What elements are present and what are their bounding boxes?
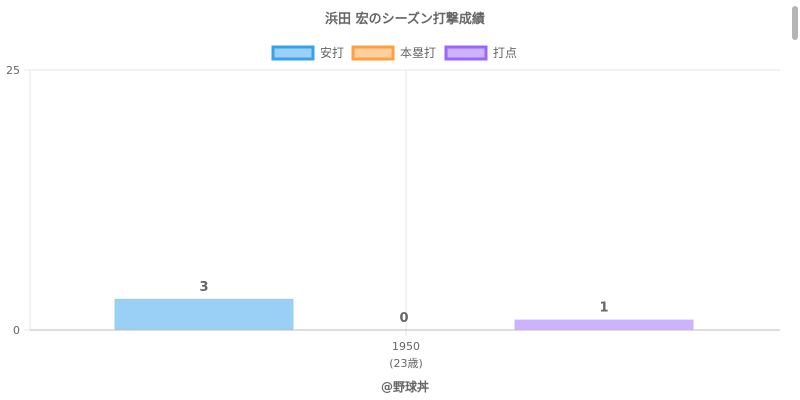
legend-label: 打点	[493, 46, 517, 60]
legend-label: 安打	[320, 45, 344, 60]
bar-0	[114, 298, 294, 330]
bars: 3 0 1	[30, 280, 780, 331]
bar-2	[514, 319, 694, 330]
grid-lines	[29, 69, 780, 336]
legend-item-1[interactable]: 本塁打	[351, 45, 436, 61]
scrollbar[interactable]	[792, 6, 798, 40]
legend-swatch	[351, 45, 395, 61]
legend-swatch	[444, 45, 488, 61]
legend-label: 本塁打	[400, 46, 436, 60]
chart-title: 浜田 宏のシーズン打撃成績	[325, 11, 485, 27]
y-tick-label: 25	[6, 64, 20, 77]
x-tick-label: 1950	[392, 340, 420, 353]
bar-value-label: 1	[599, 301, 608, 316]
legend-item-2[interactable]: 打点	[444, 45, 517, 61]
y-tick-label: 0	[13, 324, 20, 337]
x-tick-sublabel: (23歳)	[389, 357, 423, 370]
legend-swatch	[271, 45, 315, 61]
bar-value-label: 0	[399, 311, 408, 326]
y-axis: 0 25	[6, 64, 30, 337]
bar-value-label: 3	[199, 280, 208, 295]
x-axis: 1950 (23歳)	[389, 340, 423, 370]
legend-item-0[interactable]: 安打	[271, 45, 344, 61]
legend: 安打 本塁打 打点	[271, 45, 517, 61]
credit-label: @野球丼	[381, 379, 429, 394]
